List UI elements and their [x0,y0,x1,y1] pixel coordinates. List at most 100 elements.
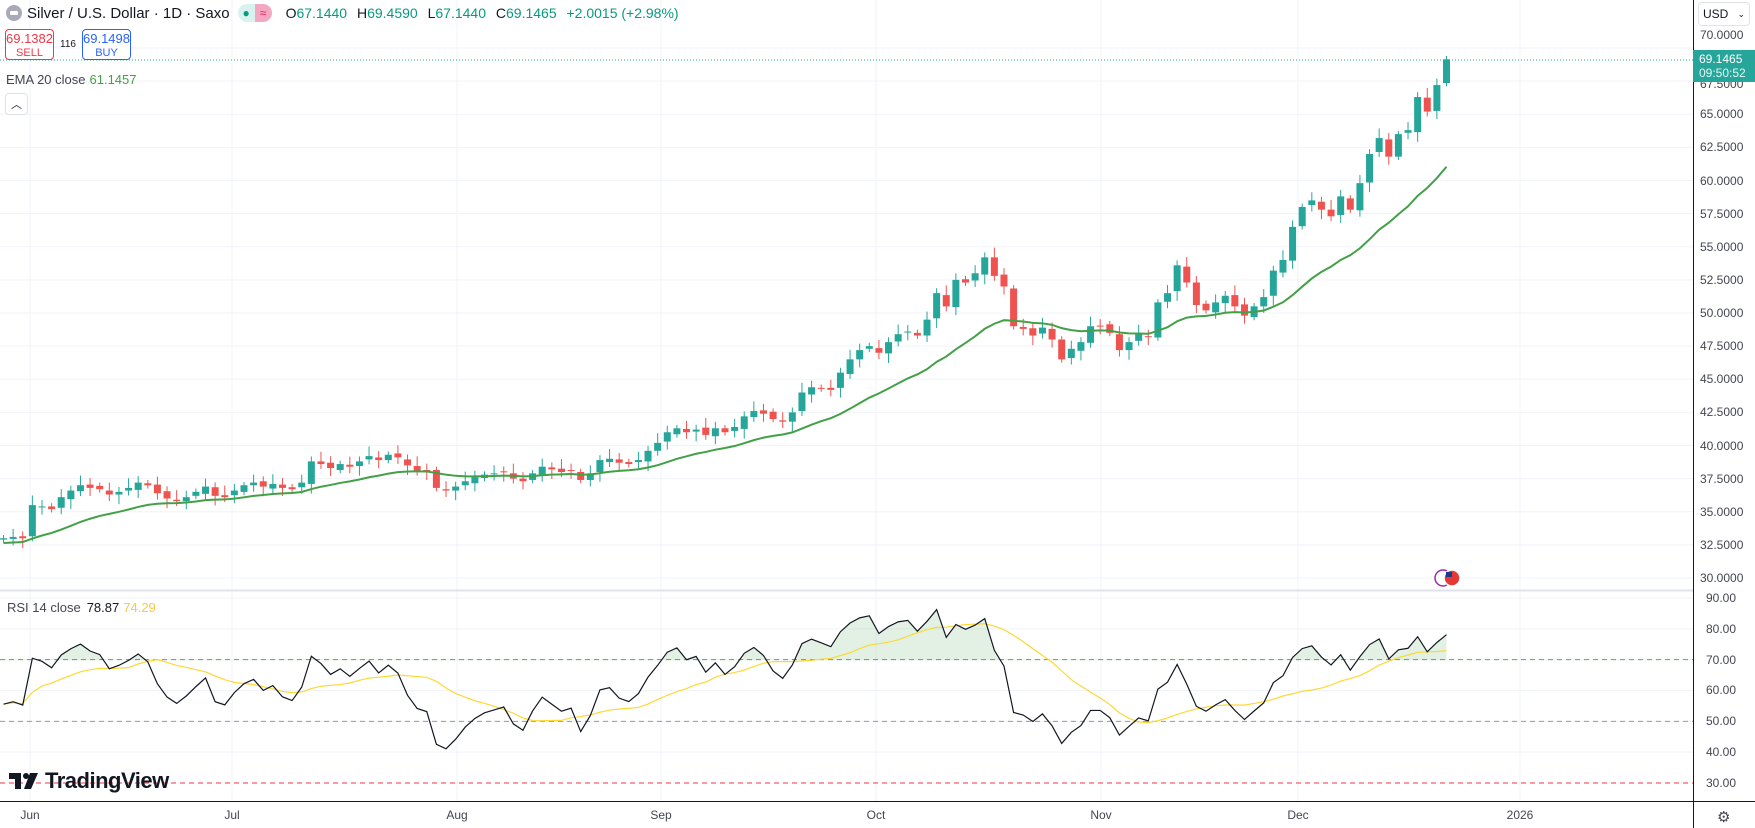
high-label: H [356,5,368,21]
candle-up [1298,207,1306,227]
status-pill[interactable]: ● ≈ [237,4,272,22]
price-axis-label: 30.0000 [1700,571,1744,585]
candle-up [1289,226,1297,261]
time-axis-label: Dec [1287,808,1309,822]
candle-up [250,482,258,486]
candle-down [211,487,219,496]
candle-up [856,350,864,360]
candle-up [307,461,315,484]
candle-down [48,506,56,510]
flag-canton [1446,572,1452,577]
candle-up [952,279,960,308]
current-price-label: 69.1465 09:50:52 [1693,50,1755,82]
currency-select[interactable]: USD ⌄ [1698,2,1750,26]
rsi-value: 78.87 [86,600,120,615]
candle-down [1346,198,1354,210]
candle-up [1173,265,1181,292]
candle-up [606,458,614,463]
candle-up [933,293,941,319]
candle-up [711,428,719,437]
rsi-axis-label: 40.00 [1706,745,1737,760]
candle-up [1279,260,1287,273]
candle-up [596,460,604,472]
candle-up [452,486,460,491]
candle-down [394,453,402,458]
tradingview-logo[interactable]: TradingView [9,768,169,794]
market-open-dot-icon: ● [237,4,255,22]
sell-button[interactable]: 69.1382 SELL [5,29,54,60]
candle-down [625,462,633,465]
time-axis-label: Sep [650,808,672,822]
candle-up [67,490,75,500]
symbol-title[interactable]: Silver / U.S. Dollar · 1D · Saxo [27,4,230,22]
candle-up [644,450,652,462]
tradingview-logo-icon [9,773,38,789]
candle-up [1221,295,1229,304]
candle-down [1327,209,1335,217]
candle-up [115,491,123,495]
candle-up [538,466,546,476]
candle-up [298,482,306,488]
candle-down [779,420,787,422]
candle-up [1366,154,1374,183]
candle-up [57,497,65,508]
candle-down [1115,334,1123,351]
settings-gear-icon[interactable]: ⚙ [1717,809,1731,826]
time-axis-label: Jul [224,808,240,822]
rsi-axis-label: 50.00 [1706,714,1737,729]
event-icons[interactable] [1434,569,1461,587]
candle-up [471,477,479,484]
candle-up [1260,297,1268,307]
close-label: C [495,5,506,21]
candle-down [1010,288,1018,327]
candle-up [134,482,142,490]
price-axis-label: 62.5000 [1700,140,1744,155]
candle-up [1356,183,1364,211]
delayed-data-icon: ≈ [254,4,272,22]
candle-down [1183,266,1191,283]
candle-up [38,506,46,508]
candle-up [981,257,989,275]
rsi-legend[interactable]: RSI 14 close 78.87 74.29 [7,600,156,615]
collapse-legend-button[interactable]: ︿ [5,93,28,115]
price-axis-label: 55.0000 [1700,239,1744,254]
candle-up [76,485,84,492]
change-value: +2.0015 (+2.98%) [566,5,679,21]
candle-up [673,428,681,435]
candle-up [1164,293,1172,302]
candle-down [913,332,921,336]
time-axis-label: 2026 [1506,808,1534,822]
candle-down [1423,97,1431,112]
trade-buttons: 69.1382 SELL 116 69.1498 BUY [5,29,131,60]
candle-down [327,462,335,469]
time-axis-label: Oct [866,808,886,822]
candle-down [144,483,152,486]
candle-up [269,483,277,489]
candle-up [28,505,36,537]
candle-up [384,454,392,461]
close-value: 69.1465 [506,5,557,21]
candle-up [894,334,902,342]
candle-down [875,348,883,353]
candle-up [586,473,594,480]
rsi-axis-label: 30.00 [1706,775,1737,790]
candle-down [683,428,691,433]
buy-button[interactable]: 69.1498 BUY [82,29,131,60]
price-axis-label: 40.0000 [1700,438,1744,453]
candle-down [288,487,296,490]
rsi-line [3,608,1447,750]
candle-up [1394,134,1402,157]
candle-down [86,484,94,488]
ema-legend-label: EMA 20 close [6,72,86,87]
candle-down [1192,282,1200,306]
candle-down [702,427,710,435]
currency-label: USD [1703,7,1729,21]
candle-down [442,489,450,491]
candle-down [1231,295,1239,307]
candle-down [548,467,556,470]
candle-down [962,279,969,283]
candle-up [1443,59,1450,84]
candle-up [836,372,844,388]
ema-legend[interactable]: EMA 20 close 61.1457 [6,72,137,87]
